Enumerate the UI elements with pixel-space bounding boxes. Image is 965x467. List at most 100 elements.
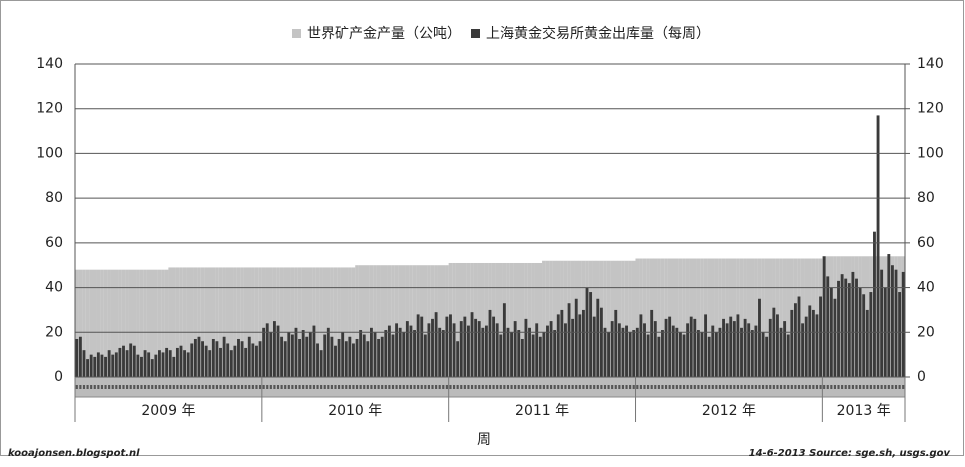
week-label <box>115 385 118 389</box>
week-label <box>179 385 183 389</box>
bar <box>143 269 147 377</box>
bar <box>276 325 280 377</box>
bar <box>660 258 665 377</box>
week-label <box>481 385 484 389</box>
week-label <box>837 385 840 389</box>
bar <box>804 316 808 377</box>
bar <box>793 303 797 377</box>
week-label <box>309 385 312 389</box>
bar <box>229 267 234 377</box>
week-label <box>108 385 111 389</box>
bar <box>416 314 420 377</box>
bar <box>78 269 83 377</box>
week-label <box>143 385 147 389</box>
bar <box>538 336 542 377</box>
bar <box>520 338 524 377</box>
week-label <box>603 385 607 389</box>
bar <box>179 267 183 377</box>
week-label <box>815 385 819 389</box>
bar <box>463 316 467 377</box>
bar <box>100 269 104 377</box>
bar <box>229 350 233 377</box>
bar <box>82 350 86 377</box>
bar <box>682 334 686 377</box>
bar <box>826 276 830 377</box>
bar <box>283 267 288 377</box>
week-label <box>262 385 265 389</box>
week-label <box>841 385 844 389</box>
week-label <box>417 385 420 389</box>
bar <box>147 352 151 377</box>
bar <box>696 258 701 377</box>
week-label <box>668 385 671 389</box>
bar <box>247 267 252 377</box>
bar <box>401 265 406 377</box>
bar <box>675 327 679 377</box>
bar <box>312 325 316 377</box>
bar <box>549 260 553 377</box>
week-label <box>614 385 617 389</box>
bar <box>653 321 657 377</box>
bar <box>513 262 517 377</box>
bar <box>312 267 316 377</box>
bar <box>251 343 255 377</box>
week-label <box>366 385 369 389</box>
bar <box>732 321 736 377</box>
bar <box>822 256 826 377</box>
bar <box>621 260 625 377</box>
week-label <box>212 385 215 389</box>
bar <box>750 330 754 377</box>
bar <box>452 323 456 377</box>
week-label <box>406 385 409 389</box>
bar <box>316 343 319 377</box>
bar <box>326 327 330 377</box>
week-label <box>294 385 298 389</box>
bar <box>495 262 500 377</box>
bar <box>531 334 535 377</box>
bar <box>840 274 844 377</box>
bar <box>800 258 805 377</box>
week-label <box>787 385 790 389</box>
bar <box>786 334 790 377</box>
bar <box>480 262 485 377</box>
bar <box>545 260 550 377</box>
bar <box>280 336 284 377</box>
y-tick-label: 140 <box>36 56 63 72</box>
week-label <box>553 385 556 389</box>
week-label <box>176 385 179 389</box>
week-label <box>657 385 660 389</box>
bar <box>815 314 819 377</box>
bar <box>801 323 805 377</box>
week-label <box>643 385 646 389</box>
week-label <box>790 385 793 389</box>
week-label <box>819 385 822 389</box>
bar <box>527 262 532 377</box>
week-label <box>532 385 535 389</box>
bar <box>758 298 761 377</box>
bar <box>431 318 434 377</box>
bar <box>186 267 191 377</box>
bar <box>358 265 363 377</box>
week-label <box>848 385 851 389</box>
bar <box>341 332 345 377</box>
week-label <box>582 385 585 389</box>
week-label <box>736 385 739 389</box>
bar <box>197 336 201 377</box>
week-label <box>413 385 416 389</box>
legend-label: 世界矿产金产量（公吨） <box>307 26 461 42</box>
bar <box>768 258 773 377</box>
bar <box>100 354 104 377</box>
bar <box>201 341 204 377</box>
bar <box>394 265 399 377</box>
week-label <box>241 385 244 389</box>
week-label <box>320 385 323 389</box>
week-label <box>887 385 890 389</box>
y2-tick-label: 140 <box>917 56 944 72</box>
bar <box>319 350 323 377</box>
week-label <box>859 385 862 389</box>
bar <box>154 354 158 377</box>
week-label <box>891 385 894 389</box>
bar <box>190 343 194 377</box>
group-label: 2010 年 <box>328 403 382 419</box>
week-label <box>348 385 351 389</box>
